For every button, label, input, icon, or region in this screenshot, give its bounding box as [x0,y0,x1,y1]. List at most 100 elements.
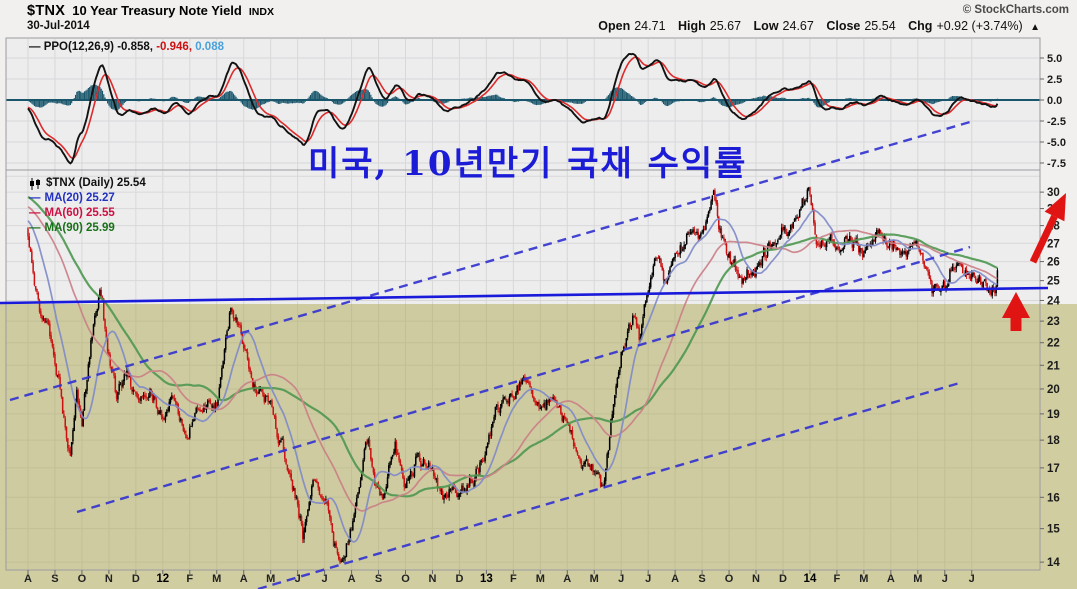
channel-trendline [9,120,971,402]
price-legend: $TNX (Daily) 25.54 — MA(20) 25.27 — MA(60)… [29,176,146,236]
month-tick-label: 13 [480,573,493,585]
month-tick-label: N [428,573,436,585]
ppo-tick-label: -7.5 [1047,158,1066,170]
month-tick-label: M [913,573,922,585]
moving-averages [27,195,998,543]
channel-trendline [76,245,971,514]
month-tick-label: O [78,573,87,585]
month-tick-label: F [834,573,841,585]
ppo-tick-label: 0.0 [1047,95,1062,107]
month-tick-label: F [510,573,517,585]
price-tick-label: 19 [1047,409,1060,421]
price-tick-label: 20 [1047,384,1060,396]
price-tick-label: 27 [1047,238,1060,250]
ppo-legend: — PPO(12,26,9) -0.858, -0.946, 0.088 [29,41,224,53]
ma90-dash-icon: — [29,222,41,234]
ppo-main-line [27,52,999,165]
exchange-label: INDX [248,6,274,18]
month-tick-label: A [671,573,679,585]
month-tick-label: 12 [156,573,169,585]
high-value: 25.67 [709,19,742,33]
month-tick-label: J [969,573,975,585]
main-panel-border [5,169,1041,571]
month-tick-label: S [51,573,58,585]
chg-direction-icon: ▲ [1030,22,1040,33]
ppo-tick-label: -5.0 [1047,137,1066,149]
price-tick-label: 30 [1047,187,1060,199]
month-tick-label: O [401,573,410,585]
month-tick-label: N [752,573,760,585]
ma20-dash-icon: — [29,192,41,204]
price-tick-label: 24 [1047,295,1060,307]
month-tick-label: A [887,573,895,585]
month-tick-label: F [186,573,193,585]
quote-summary: Open 24.71 High 25.67 Low 24.67 Close 25.54 … [598,19,1040,33]
low-value: 24.67 [782,19,814,33]
ppo-signal-value: -0.946, [153,41,193,53]
month-tick-label: 14 [804,573,817,585]
ppo-tick-label: 5.0 [1047,53,1062,65]
ticker-symbol: $TNX [27,3,66,19]
price-tick-label: 25 [1047,276,1060,288]
support-line [0,286,1049,305]
channel-trendline [257,380,964,589]
chart-date: 30-Jul-2014 [27,20,90,32]
month-tick-label: D [132,573,140,585]
khaki-zone [0,304,1077,589]
ppo-tick-label: 2.5 [1047,74,1062,86]
chg-value: +0.92 (+3.74%) [936,19,1023,33]
low-label: Low [753,19,779,33]
candlestick-icon [30,177,40,190]
ppo-legend-value: — PPO(12,26,9) -0.858, [29,41,154,53]
ma90-line [27,195,998,498]
month-tick-label: S [698,573,705,585]
stockcharts-watermark: © StockCharts.com [962,4,1069,16]
high-label: High [678,19,706,33]
price-tick-label: 23 [1047,316,1060,328]
month-tick-label: A [348,573,356,585]
axis-labels: 30292827262524232221201918171615145.02.5… [24,53,1066,585]
month-tick-label: D [455,573,463,585]
price-tick-label: 22 [1047,338,1060,350]
month-tick-label: J [322,573,328,585]
ma60-line [27,206,998,512]
price-tick-label: 17 [1047,463,1060,475]
instrument-title: 10 Year Treasury Note Yield [72,3,242,18]
month-tick-label: J [942,573,948,585]
month-tick-label: M [590,573,599,585]
ma90-legend-text: MA(90) 25.99 [44,222,115,234]
axis-ticks [27,57,1044,574]
month-tick-label: A [563,573,571,585]
close-label: Close [826,19,861,33]
korean-annotation: 미국, 10년만기 국채 수익률 [308,144,748,184]
price-tick-label: 15 [1047,524,1060,536]
ma60-legend-text: MA(60) 25.55 [44,207,115,219]
month-tick-label: M [212,573,221,585]
month-tick-label: J [618,573,624,585]
month-tick-label: J [295,573,301,585]
open-label: Open [598,19,631,33]
month-tick-label: A [240,573,248,585]
month-tick-label: O [725,573,734,585]
open-value: 24.71 [634,19,666,33]
ma60-dash-icon: — [29,207,41,219]
chg-label: Chg [908,19,933,33]
month-tick-label: M [536,573,545,585]
close-value: 25.54 [864,19,896,33]
diagonal-arrow-stem [1029,214,1058,264]
symbol-legend-text: $TNX (Daily) 25.54 [46,177,146,189]
ppo-signal-line [27,56,998,160]
month-tick-label: D [779,573,787,585]
price-tick-label: 16 [1047,492,1060,504]
price-tick-label: 21 [1047,360,1060,372]
month-tick-label: M [266,573,275,585]
price-tick-label: 26 [1047,257,1060,269]
month-tick-label: A [24,573,32,585]
ma20-line [27,209,998,543]
chart-header: $TNX 10 Year Treasury Note Yield INDX [27,3,274,19]
ppo-lines [27,52,999,165]
up-arrow-stem [1010,317,1022,331]
ma20-legend-text: MA(20) 25.27 [44,192,115,204]
ppo-tick-label: -2.5 [1047,116,1066,128]
